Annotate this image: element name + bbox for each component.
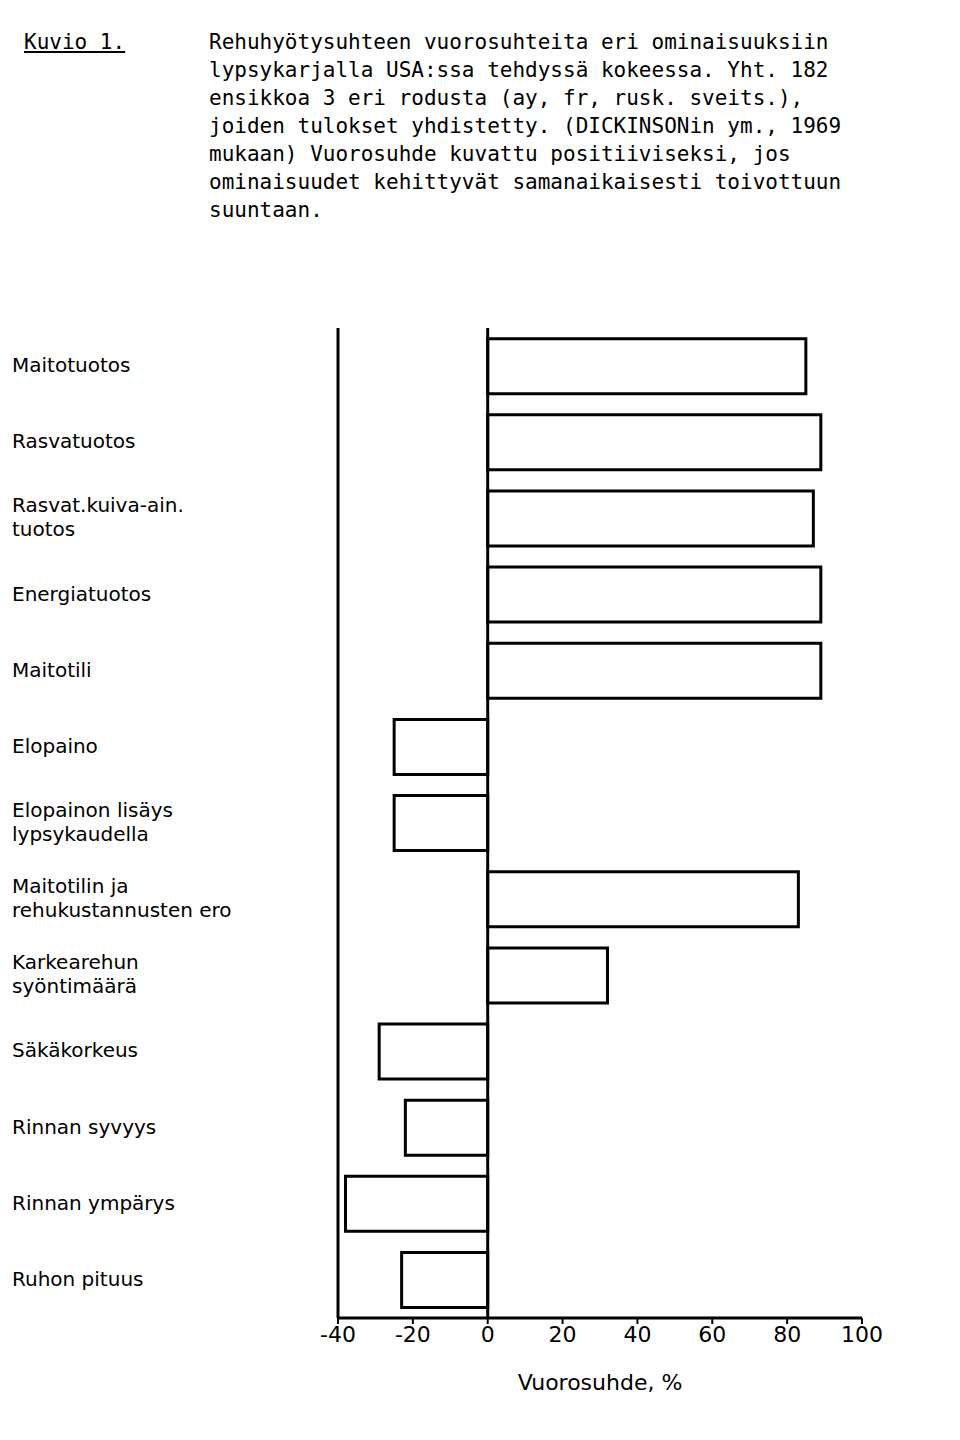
svg-text:Rasvat.kuiva-ain.tuotos: Rasvat.kuiva-ain.tuotos bbox=[12, 493, 184, 541]
svg-text:Vuorosuhde, %: Vuorosuhde, % bbox=[518, 1370, 683, 1395]
svg-text:Karkearehunsyöntimäärä: Karkearehunsyöntimäärä bbox=[12, 950, 139, 998]
html-text:Rehuhyötysuhteen vuorosuhteita: Rehuhyötysuhteen vuorosuhteita eri omina… bbox=[209, 30, 842, 222]
svg-text:Säkäkorkeus: Säkäkorkeus bbox=[12, 1038, 138, 1062]
svg-text:0: 0 bbox=[481, 1322, 495, 1347]
svg-text:80: 80 bbox=[773, 1322, 801, 1347]
svg-text:Ruhon pituus: Ruhon pituus bbox=[12, 1266, 143, 1290]
svg-text:Elopaino: Elopaino bbox=[12, 733, 98, 757]
svg-text:Maitotuotos: Maitotuotos bbox=[12, 353, 130, 377]
svg-text:20: 20 bbox=[549, 1322, 577, 1347]
svg-text:Rinnan ympärys: Rinnan ympärys bbox=[12, 1190, 175, 1214]
svg-text:60: 60 bbox=[698, 1322, 726, 1347]
svg-text:Maitotili: Maitotili bbox=[12, 657, 92, 681]
svg-text:Energiatuotos: Energiatuotos bbox=[12, 581, 151, 605]
svg-text:Maitotilin jarehukustannusten: Maitotilin jarehukustannusten ero bbox=[12, 874, 232, 922]
html-text:Kuvio 1.: Kuvio 1. bbox=[24, 30, 126, 54]
svg-text:Elopainon lisäyslypsykaudella: Elopainon lisäyslypsykaudella bbox=[12, 798, 173, 846]
svg-text:40: 40 bbox=[623, 1322, 651, 1347]
svg-text:Rasvatuotos: Rasvatuotos bbox=[12, 429, 135, 453]
svg-text:-40: -40 bbox=[320, 1322, 356, 1347]
svg-text:Rinnan syvyys: Rinnan syvyys bbox=[12, 1114, 156, 1138]
svg-text:-20: -20 bbox=[395, 1322, 431, 1347]
svg-text:100: 100 bbox=[841, 1322, 883, 1347]
